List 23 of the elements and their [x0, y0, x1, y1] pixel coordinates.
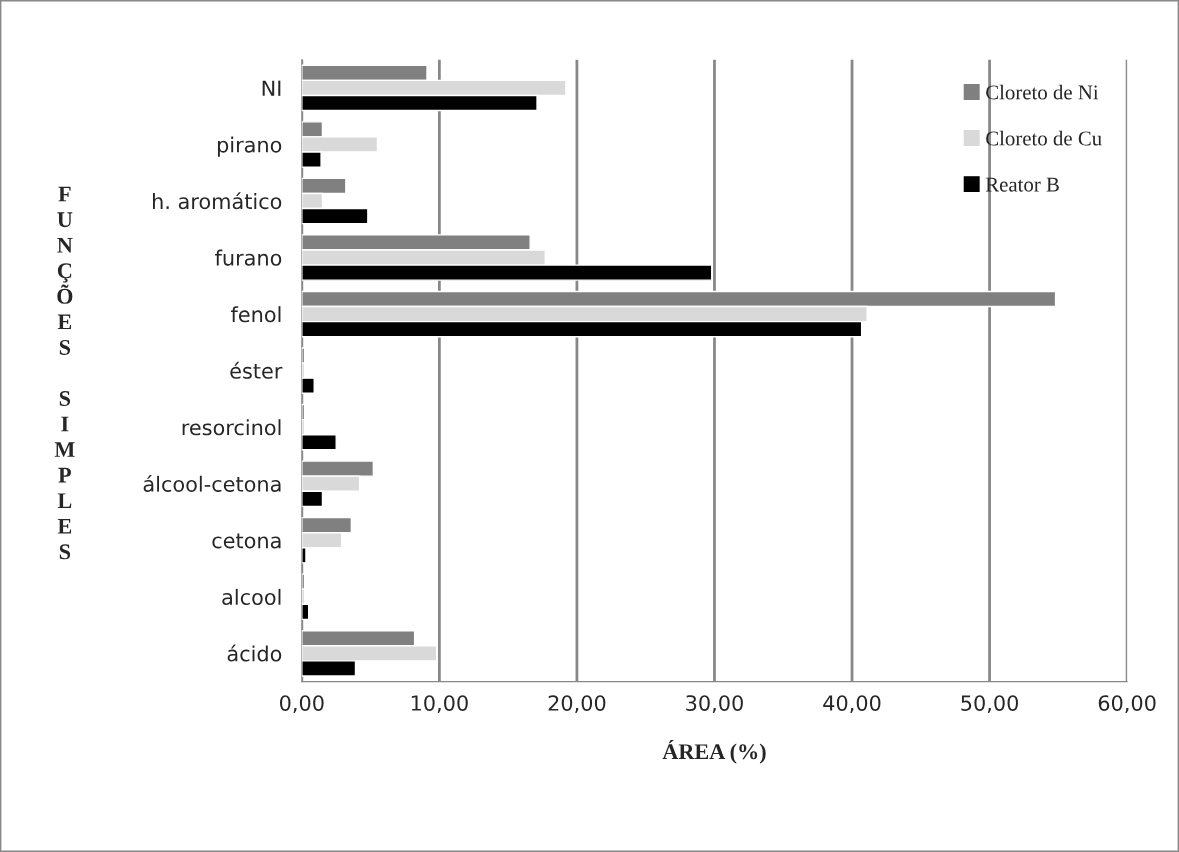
y-tick-label: álcool-cetona [143, 474, 281, 492]
x-tick-label: 60,00 [1098, 695, 1156, 714]
text: FUNÇÕES SIMPLES [54, 186, 75, 560]
y-tick-label: h. aromático [153, 192, 282, 210]
y-tick-label: alcool [222, 588, 281, 605]
y-tick-label: éster [230, 361, 283, 379]
y-tick-label: cetona [212, 533, 281, 549]
legend-label: Reator B [985, 177, 1059, 192]
x-tick-label: 0,00 [280, 695, 324, 714]
legend-label: Cloreto de Ni [986, 84, 1099, 100]
y-tick-label: furano [215, 249, 282, 266]
x-tick-label: 40,00 [823, 695, 881, 714]
y-tick-label: fenol [230, 306, 281, 323]
y-tick-label: NI [262, 80, 281, 96]
y-tick-label: resorcinol [182, 419, 281, 436]
y-tick-label: pirano [217, 136, 282, 157]
legend-label: Cloreto de Cu [986, 130, 1102, 146]
x-tick-label: 30,00 [686, 695, 743, 714]
x-tick-label: 50,00 [961, 695, 1019, 714]
x-axis-title: ÁREA (%) [662, 739, 766, 764]
x-tick-label: 10,00 [411, 695, 468, 714]
x-tick-label: 20,00 [548, 695, 606, 714]
y-tick-label: ácido [227, 644, 282, 662]
